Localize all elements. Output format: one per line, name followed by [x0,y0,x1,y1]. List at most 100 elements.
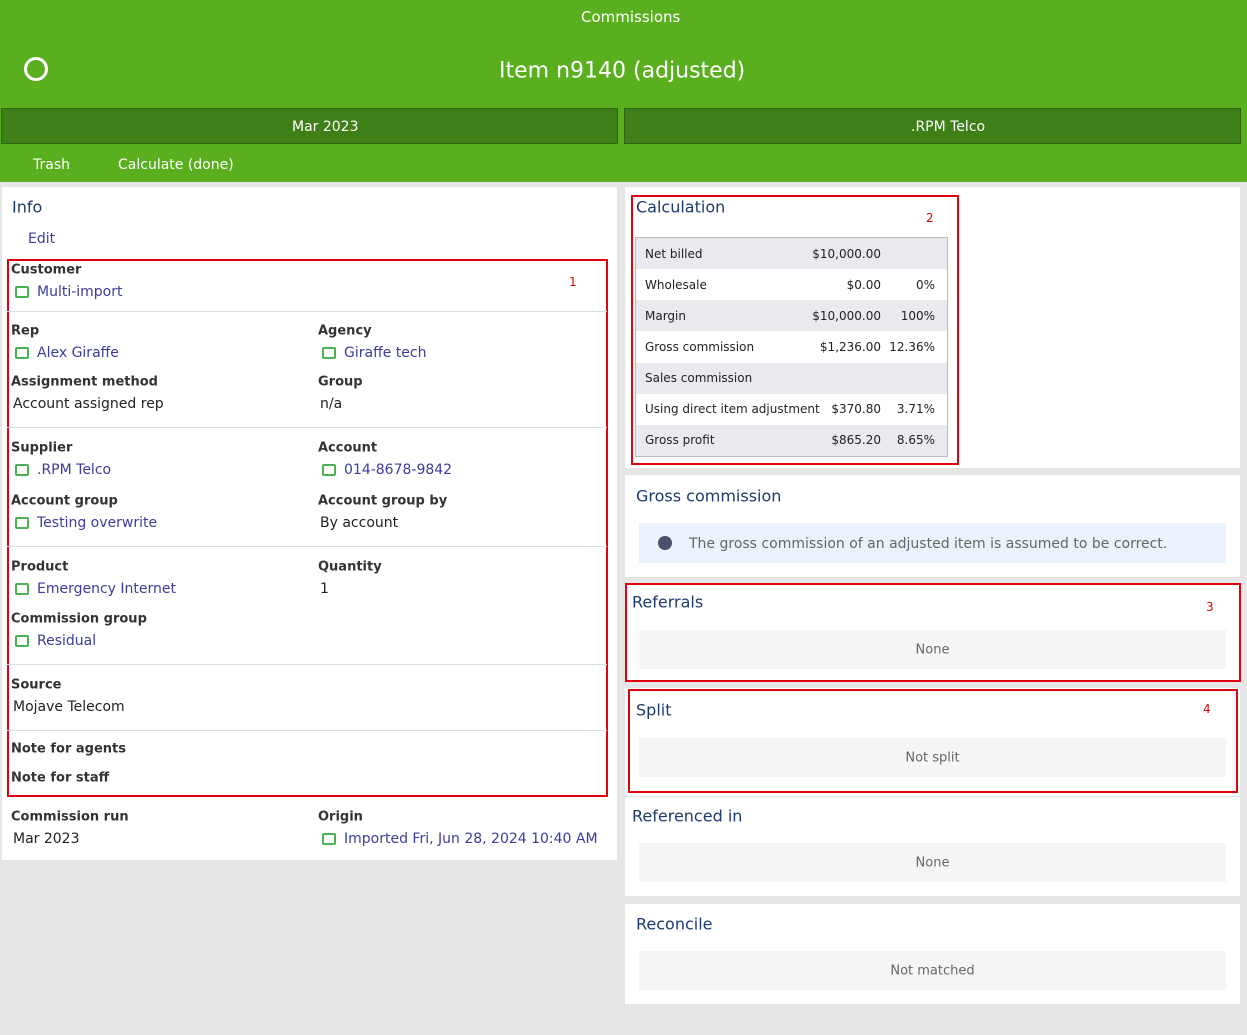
field-link[interactable]: Giraffe tech [344,345,427,361]
table-cell: 8.65% [896,433,935,448]
calculation-table: Net billed $10,000.00 Wholesale $0.00 0% Marg… [635,237,948,457]
empty-text: None [915,855,950,870]
table-cell: Margin [645,308,686,323]
header [0,0,1247,182]
table-row: Margin $10,000.00 100% [636,300,947,332]
table-cell: 100% [900,308,935,323]
empty-box: None [639,843,1226,882]
info-message [639,523,1226,563]
table-cell: 12.36% [889,339,935,354]
table-row: Sales commission [636,362,947,394]
empty-box: None [639,630,1226,669]
field-label: Note for agents [11,741,126,757]
table-row: Gross profit $865.20 8.65% [636,424,947,456]
table-cell: $10,000.00 [812,308,881,323]
table-row: Net billed $10,000.00 [636,238,947,270]
page-title: Item n9140 (adjusted) [499,58,746,84]
annotation: 1 [569,275,577,289]
info-icon [658,536,672,550]
toolbar-button[interactable]: Calculate (done) [118,157,234,173]
field-label: Assignment method [11,374,158,390]
table-row: Wholesale $0.00 0% [636,269,947,301]
field-link[interactable]: Multi-import [37,284,123,300]
table-cell: $10,000.00 [812,246,881,261]
edit-link[interactable]: Edit [28,231,56,247]
annotation: 3 [1206,600,1214,614]
divider [7,546,607,547]
field-label: Source [11,677,62,693]
panel-title: Referrals [632,592,704,612]
message-text: The gross commission of an adjusted item… [689,536,1168,552]
field-link[interactable]: Imported Fri, Jun 28, 2024 10:40 AM [344,831,598,847]
field-icon [15,635,29,647]
empty-text: None [915,642,950,657]
field-link[interactable]: 014-8678-9842 [344,462,453,478]
empty-text: Not split [905,750,960,765]
divider [7,311,607,312]
field-link[interactable]: .RPM Telco [37,462,112,478]
table-row: Using direct item adjustment $370.80 3.71% [636,393,947,425]
field-label: Account group [11,493,118,509]
field-link[interactable]: Testing overwrite [37,515,158,531]
table-cell: Sales commission [645,371,753,386]
field-label: Rep [11,323,40,339]
nav-label: .RPM Telco [911,119,986,135]
field-value: Account assigned rep [13,396,164,412]
field-label: Commission group [11,611,147,627]
table-cell: 0% [915,277,935,292]
annotation: 2 [926,211,934,225]
field-icon [15,517,29,529]
field-link[interactable]: Alex Giraffe [37,345,119,361]
table-cell: Using direct item adjustment [645,402,820,417]
table-cell: 3.71% [896,402,935,417]
table-cell: Gross commission [645,339,755,354]
field-icon [15,286,29,298]
table-cell: $1,236.00 [819,339,881,354]
panel-title: Referenced in [632,806,743,826]
annotation: 4 [1203,702,1211,716]
field-icon [15,464,29,476]
nav-label: Mar 2023 [292,119,359,135]
panel-title: Gross commission [636,486,782,506]
table-cell: $0.00 [846,277,881,292]
field-label: Account group by [318,493,448,509]
field-value: Mojave Telecom [13,699,125,715]
panel-title: Calculation [636,197,726,217]
field-label: Supplier [11,440,73,456]
panel-title: Reconcile [636,914,713,934]
table-cell: Wholesale [645,277,707,292]
table-cell: Gross profit [645,433,715,448]
table-cell: $865.20 [831,433,881,448]
panel-title: Info [12,197,43,217]
divider [7,664,607,665]
field-icon [15,347,29,359]
field-link[interactable]: Emergency Internet [37,581,177,597]
table-cell: Net billed [645,246,703,261]
field-icon [322,347,336,359]
field-value: n/a [320,396,343,412]
nav-button[interactable]: .RPM Telco [624,108,1241,144]
empty-box: Not split [639,738,1226,777]
field-icon [322,833,336,845]
panel-title: Split [636,700,672,720]
toolbar-button[interactable]: Trash [33,157,70,173]
table-row: Gross commission $1,236.00 12.36% [636,331,947,363]
highlight-box [625,583,1241,682]
field-label: Customer [11,262,82,278]
field-value: By account [320,515,399,531]
info-panel [2,187,617,860]
table-cell: $370.80 [831,402,881,417]
up-button[interactable] [24,57,48,81]
field-label: Account [318,440,378,456]
highlight-box [628,689,1238,793]
field-label: Commission run [11,809,129,825]
field-icon [322,464,336,476]
empty-text: Not matched [890,963,975,978]
nav-button[interactable]: Mar 2023 [1,108,618,144]
field-label: Group [318,374,363,390]
highlight-box [7,259,608,797]
field-link[interactable]: Residual [37,633,97,649]
divider [7,730,607,731]
app-name: Commissions [581,8,681,26]
